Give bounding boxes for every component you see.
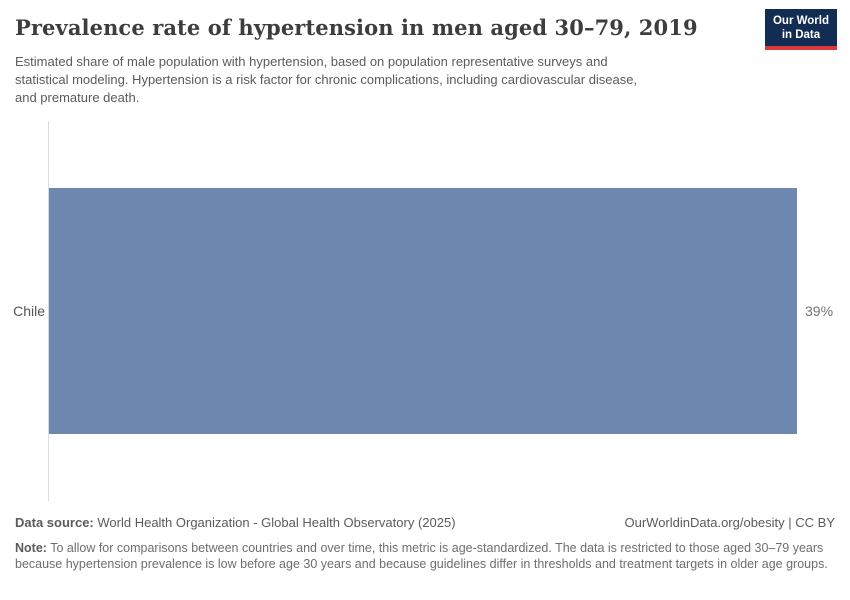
source-row: Data source: World Health Organization -…: [15, 514, 835, 531]
bar-value-label: 39%: [805, 303, 834, 319]
bar-category-label: Chile: [13, 303, 45, 319]
chart-subtitle: Estimated share of male population with …: [15, 53, 755, 107]
chart-footer: Data source: World Health Organization -…: [15, 514, 835, 572]
owid-logo[interactable]: Our World in Data: [764, 9, 837, 50]
data-source-label: Data source:: [15, 515, 94, 530]
note-text: To allow for comparisons between countri…: [15, 541, 828, 571]
data-source-value: World Health Organization - Global Healt…: [97, 515, 456, 530]
data-source-text: Data source: World Health Organization -…: [15, 514, 456, 531]
owid-logo-text-line2: in Data: [781, 29, 821, 41]
footer-note: Note: To allow for comparisons between c…: [15, 540, 835, 572]
bar-chart: Chile 39%: [0, 121, 850, 501]
y-axis-line: [48, 121, 49, 501]
citation-link[interactable]: OurWorldinData.org/obesity | CC BY: [624, 515, 836, 530]
note-label: Note:: [15, 541, 47, 555]
bar-row: 39%: [49, 188, 850, 434]
page-title: Prevalence rate of hypertension in men a…: [15, 15, 698, 40]
subtitle-line: statistical modeling. Hypertension is a …: [15, 72, 638, 87]
bar-chile[interactable]: [49, 188, 797, 434]
subtitle-line: and premature death.: [15, 90, 140, 105]
owid-logo-text-line1: Our World: [772, 15, 829, 27]
subtitle-line: Estimated share of male population with …: [15, 54, 608, 69]
